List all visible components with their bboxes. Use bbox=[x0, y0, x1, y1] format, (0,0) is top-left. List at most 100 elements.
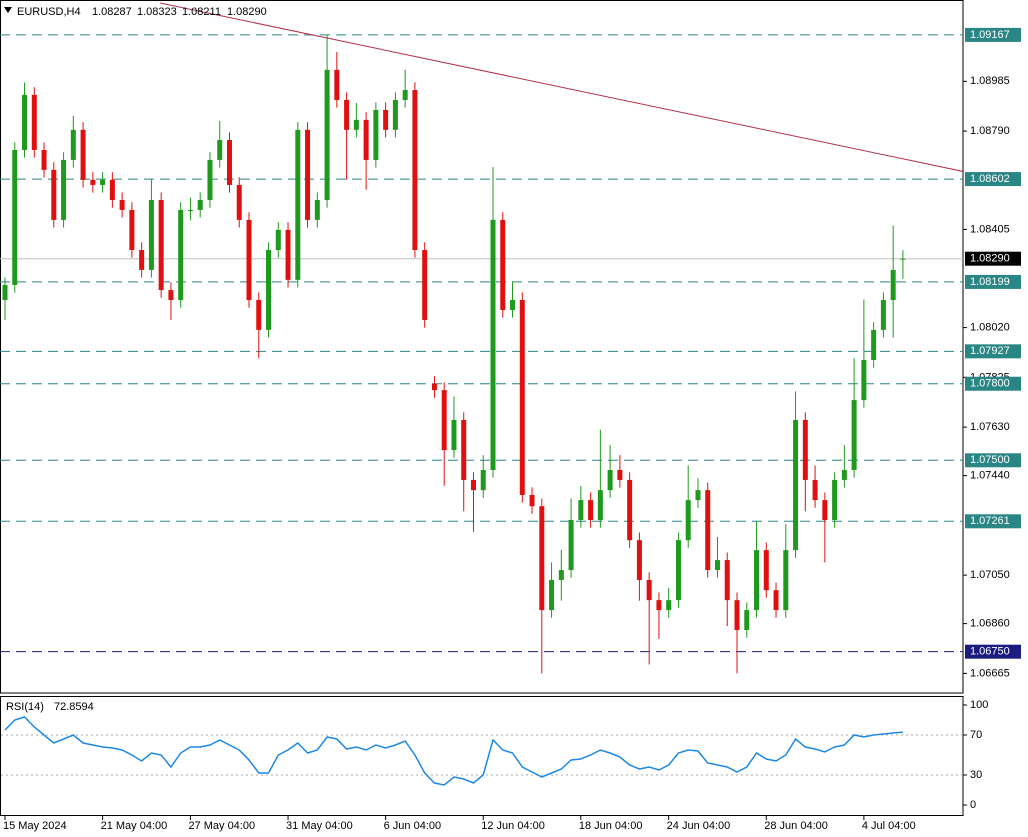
candle-body bbox=[158, 200, 164, 291]
candle-body bbox=[822, 500, 828, 521]
candle-body bbox=[148, 200, 154, 270]
price-label-box bbox=[965, 172, 1021, 187]
candle-body bbox=[529, 494, 535, 507]
plot-area bbox=[0, 2, 963, 674]
candle-body bbox=[109, 179, 115, 201]
candle-body bbox=[675, 540, 681, 601]
price-label: 1.07927 bbox=[970, 345, 1010, 357]
candle-body bbox=[2, 284, 8, 301]
candle-body bbox=[12, 149, 18, 285]
price-label: 1.08290 bbox=[970, 253, 1010, 265]
candle-body bbox=[207, 159, 213, 201]
price-label-box bbox=[965, 644, 1021, 659]
candle-body bbox=[412, 90, 418, 251]
ohlc-low: 1.08211 bbox=[182, 6, 221, 18]
candle-body bbox=[187, 209, 193, 211]
candle-body bbox=[646, 579, 652, 601]
rsi-tick-label: 30 bbox=[970, 769, 982, 781]
price-label-box bbox=[965, 514, 1021, 529]
candle-body bbox=[597, 490, 603, 521]
candle-body bbox=[383, 109, 389, 130]
candle-body bbox=[422, 250, 428, 320]
menu-triangle[interactable] bbox=[4, 7, 12, 13]
price-label-box bbox=[965, 376, 1021, 391]
candle-body bbox=[236, 184, 242, 220]
candle-body bbox=[568, 520, 574, 571]
price-label: 1.08199 bbox=[970, 276, 1010, 288]
x-tick-label: 18 Jun 04:00 bbox=[579, 820, 643, 832]
candle-body bbox=[197, 200, 203, 210]
candle-body bbox=[246, 219, 252, 301]
trendline bbox=[160, 2, 963, 172]
candle-body bbox=[363, 119, 369, 160]
price-label: 1.07500 bbox=[970, 454, 1010, 466]
y-tick-label: 1.06665 bbox=[970, 667, 1010, 679]
price-label-box bbox=[965, 274, 1021, 289]
candle-body bbox=[519, 300, 525, 495]
candle-body bbox=[539, 506, 545, 611]
candle-body bbox=[861, 360, 867, 401]
candle-body bbox=[80, 129, 86, 180]
rsi-tick-label: 100 bbox=[970, 699, 988, 711]
symbol: EURUSD,H4 bbox=[17, 6, 81, 18]
candle-body bbox=[373, 109, 379, 160]
price-label-box bbox=[965, 251, 1021, 266]
price-label: 1.07800 bbox=[970, 378, 1010, 390]
rsi-tick-label: 0 bbox=[970, 799, 976, 811]
candle-body bbox=[51, 169, 57, 220]
x-tick-label: 24 Jun 04:00 bbox=[667, 820, 731, 832]
candle-body bbox=[802, 419, 808, 480]
main-panel bbox=[0, 0, 964, 694]
candle-body bbox=[256, 300, 262, 330]
price-label-box bbox=[965, 453, 1021, 468]
candle-body bbox=[490, 219, 496, 470]
candle-body bbox=[441, 390, 447, 451]
candle-body bbox=[880, 300, 886, 330]
candle-body bbox=[558, 570, 564, 580]
candle-body bbox=[685, 500, 691, 541]
candle-body bbox=[510, 300, 516, 310]
y-tick-label: 1.07440 bbox=[970, 470, 1010, 482]
x-tick-label: 12 Jun 04:00 bbox=[481, 820, 545, 832]
candle-body bbox=[353, 119, 359, 130]
candle-body bbox=[832, 479, 838, 521]
price-label-box bbox=[965, 27, 1021, 42]
candle-body bbox=[129, 209, 135, 251]
price-label: 1.06750 bbox=[970, 646, 1010, 658]
candle-body bbox=[139, 250, 145, 270]
candle-body bbox=[705, 490, 711, 571]
ohlc-close: 1.08290 bbox=[227, 6, 267, 18]
rsi-title: RSI(14) bbox=[6, 701, 44, 713]
y-tick-label: 1.08790 bbox=[970, 125, 1010, 137]
y-tick-label: 1.08985 bbox=[970, 75, 1010, 87]
candle-body bbox=[402, 90, 408, 100]
candle-body bbox=[793, 419, 799, 551]
candle-body bbox=[744, 610, 750, 630]
candle-body bbox=[636, 540, 642, 580]
candle-body bbox=[871, 329, 877, 361]
candle-body bbox=[890, 269, 896, 301]
candle-body bbox=[266, 250, 272, 330]
candle-body bbox=[812, 479, 818, 501]
rsi-tick-label: 70 bbox=[970, 729, 982, 741]
candle-body bbox=[841, 469, 847, 480]
price-label: 1.08602 bbox=[970, 173, 1010, 185]
candle-body bbox=[100, 179, 106, 185]
candle-body bbox=[41, 149, 47, 170]
candle-body bbox=[314, 200, 320, 220]
x-tick-label: 31 May 04:00 bbox=[286, 820, 353, 832]
x-tick-label: 28 Jun 04:00 bbox=[764, 820, 828, 832]
x-tick-label: 4 Jul 04:00 bbox=[862, 820, 916, 832]
candle-body bbox=[275, 229, 281, 251]
candle-body bbox=[61, 159, 67, 220]
ohlc-high: 1.08323 bbox=[137, 6, 177, 18]
candle-body bbox=[431, 383, 437, 391]
candle-body bbox=[119, 200, 125, 210]
y-tick-label: 1.08405 bbox=[970, 223, 1010, 235]
candle-body bbox=[392, 99, 398, 130]
x-tick-label: 6 Jun 04:00 bbox=[384, 820, 442, 832]
